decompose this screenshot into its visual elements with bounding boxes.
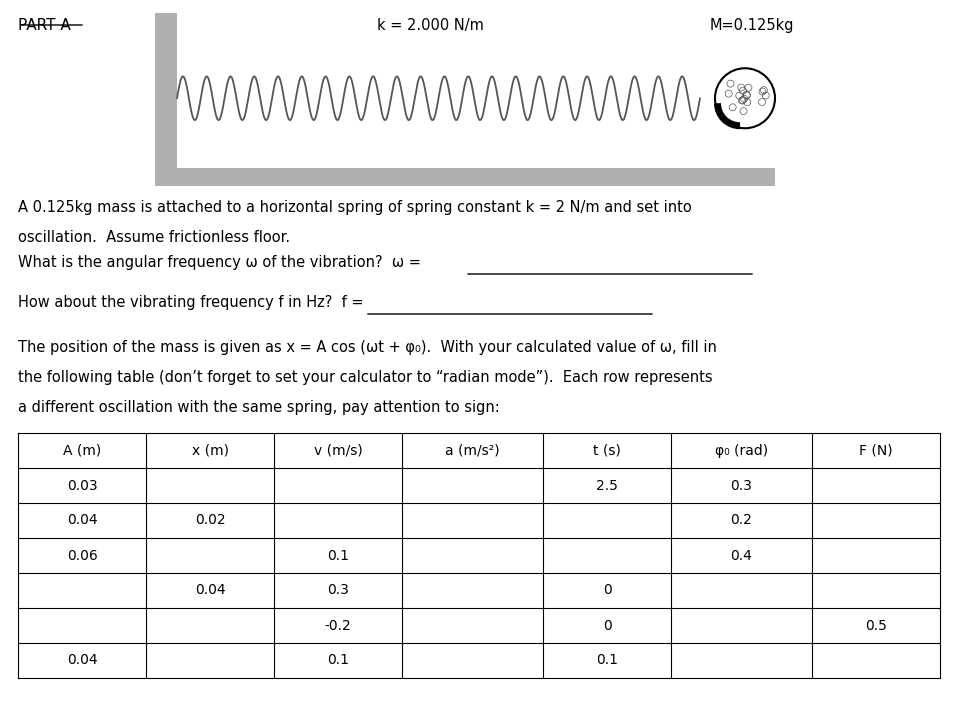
- Text: -0.2: -0.2: [325, 619, 352, 633]
- Text: 0.4: 0.4: [731, 548, 752, 563]
- Text: 0.04: 0.04: [67, 513, 98, 528]
- Text: k = 2.000 N/m: k = 2.000 N/m: [376, 18, 484, 33]
- Text: A 0.125kg mass is attached to a horizontal spring of spring constant k = 2 N/m a: A 0.125kg mass is attached to a horizont…: [18, 200, 692, 215]
- Text: φ₀ (rad): φ₀ (rad): [715, 443, 768, 457]
- Bar: [155, 13, 177, 168]
- Text: t (s): t (s): [593, 443, 621, 457]
- Text: x (m): x (m): [192, 443, 229, 457]
- Text: 0.1: 0.1: [327, 654, 349, 668]
- Text: 0.1: 0.1: [596, 654, 618, 668]
- Text: 0.1: 0.1: [327, 548, 349, 563]
- Text: 0.04: 0.04: [194, 584, 225, 598]
- Text: a different oscillation with the same spring, pay attention to sign:: a different oscillation with the same sp…: [18, 400, 500, 415]
- Text: A (m): A (m): [63, 443, 102, 457]
- Text: 0.5: 0.5: [865, 619, 887, 633]
- Text: 0.02: 0.02: [194, 513, 225, 528]
- Text: oscillation.  Assume frictionless floor.: oscillation. Assume frictionless floor.: [18, 230, 290, 245]
- Text: 0.03: 0.03: [67, 478, 98, 493]
- Text: The position of the mass is given as x = A cos (ωt + φ₀).  With your calculated : The position of the mass is given as x =…: [18, 340, 717, 355]
- Text: What is the angular frequency ω of the vibration?  ω =: What is the angular frequency ω of the v…: [18, 255, 421, 270]
- Text: 0.3: 0.3: [731, 478, 752, 493]
- Text: M=0.125kg: M=0.125kg: [710, 18, 794, 33]
- Text: 2.5: 2.5: [596, 478, 618, 493]
- Text: the following table (don’t forget to set your calculator to “radian mode”).  Eac: the following table (don’t forget to set…: [18, 370, 713, 385]
- Text: F (N): F (N): [859, 443, 893, 457]
- Text: 0.04: 0.04: [67, 654, 98, 668]
- Text: PART A: PART A: [18, 18, 71, 33]
- Text: a (m/s²): a (m/s²): [445, 443, 500, 457]
- Text: 0.06: 0.06: [67, 548, 98, 563]
- Bar: [155, 168, 775, 186]
- Circle shape: [715, 68, 775, 128]
- Text: 0: 0: [603, 584, 611, 598]
- Text: 0.3: 0.3: [328, 584, 349, 598]
- Text: 0: 0: [603, 619, 611, 633]
- Text: 0.2: 0.2: [731, 513, 752, 528]
- Text: v (m/s): v (m/s): [314, 443, 362, 457]
- Text: How about the vibrating frequency f in Hz?  f =: How about the vibrating frequency f in H…: [18, 295, 363, 310]
